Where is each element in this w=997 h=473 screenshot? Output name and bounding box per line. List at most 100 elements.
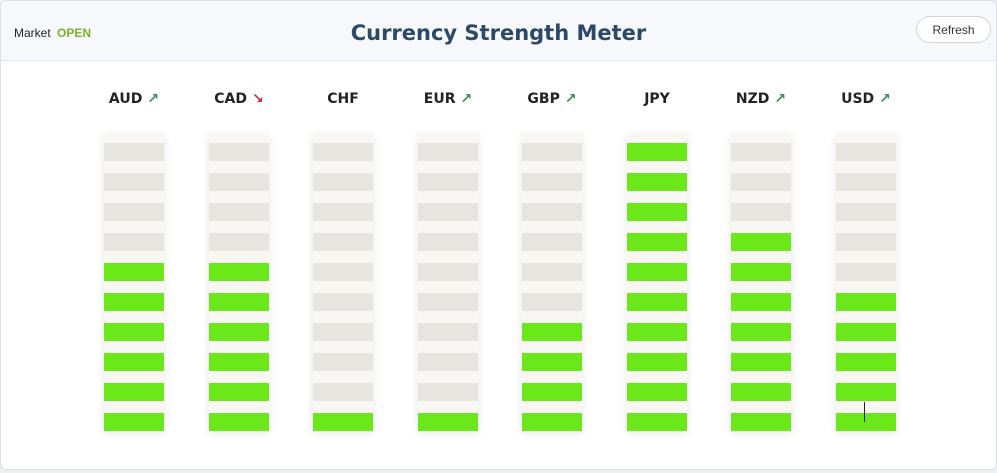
- strength-segment-active: [209, 383, 269, 401]
- strength-segment-active: [731, 413, 791, 431]
- currency-code: GBP: [527, 91, 560, 107]
- strength-segment-active: [731, 263, 791, 281]
- refresh-button[interactable]: Refresh: [916, 16, 991, 43]
- strength-bar: [313, 133, 373, 431]
- strength-segment-inactive: [836, 173, 896, 191]
- currency-code: CAD: [214, 91, 247, 107]
- strength-segment-active: [627, 293, 687, 311]
- strength-segment-inactive: [522, 203, 582, 221]
- strength-segment-active: [522, 323, 582, 341]
- strength-bar: [209, 133, 269, 431]
- strength-segment-active: [627, 233, 687, 251]
- strength-segment-active: [627, 413, 687, 431]
- strength-segment-active: [209, 353, 269, 371]
- trend-up-icon: ↗: [774, 91, 787, 107]
- strength-segment-inactive: [418, 383, 478, 401]
- strength-segment-active: [313, 413, 373, 431]
- currency-code: USD: [841, 91, 875, 107]
- strength-segment-active: [209, 263, 269, 281]
- strength-segment-inactive: [522, 143, 582, 161]
- strength-segment-inactive: [313, 173, 373, 191]
- strength-segment-active: [522, 413, 582, 431]
- strength-segment-inactive: [522, 263, 582, 281]
- strength-segment-active: [522, 383, 582, 401]
- strength-segment-active: [731, 323, 791, 341]
- strength-segment-inactive: [104, 173, 164, 191]
- strength-segment-inactive: [313, 323, 373, 341]
- strength-segment-inactive: [313, 203, 373, 221]
- trend-up-icon: ↗: [564, 91, 577, 107]
- strength-segment-active: [209, 413, 269, 431]
- strength-segment-inactive: [836, 143, 896, 161]
- strength-bar: [522, 133, 582, 431]
- strength-segment-inactive: [522, 293, 582, 311]
- strength-bar: [104, 133, 164, 431]
- strength-segment-inactive: [418, 143, 478, 161]
- strength-segment-inactive: [104, 203, 164, 221]
- strength-segment-active: [627, 353, 687, 371]
- strength-segment-inactive: [418, 173, 478, 191]
- strength-segment-active: [836, 323, 896, 341]
- trend-down-icon: ↘: [252, 91, 264, 107]
- strength-segment-inactive: [731, 143, 791, 161]
- currency-header: CHF: [293, 91, 393, 107]
- strength-segment-active: [836, 413, 896, 431]
- strength-segment-inactive: [418, 233, 478, 251]
- strength-segment-active: [627, 263, 687, 281]
- strength-segment-inactive: [313, 143, 373, 161]
- currency-header: USD ↗: [816, 91, 916, 107]
- strength-segment-inactive: [522, 233, 582, 251]
- currency-header: EUR ↗: [398, 91, 498, 107]
- strength-segment-active: [731, 383, 791, 401]
- strength-segment-active: [731, 293, 791, 311]
- strength-segment-inactive: [522, 173, 582, 191]
- strength-segment-active: [627, 143, 687, 161]
- currency-header: CAD ↘: [189, 91, 289, 107]
- strength-segment-inactive: [836, 263, 896, 281]
- strength-segment-inactive: [836, 233, 896, 251]
- strength-segment-active: [627, 323, 687, 341]
- strength-segment-active: [209, 293, 269, 311]
- strength-bar: [418, 133, 478, 431]
- strength-segment-inactive: [418, 353, 478, 371]
- strength-segment-active: [104, 383, 164, 401]
- header-bar: Market OPEN Currency Strength Meter Refr…: [1, 1, 996, 61]
- trend-up-icon: ↗: [460, 91, 473, 107]
- strength-segment-active: [522, 353, 582, 371]
- currency-code: AUD: [108, 91, 143, 107]
- strength-segment-inactive: [104, 233, 164, 251]
- strength-bar: [836, 133, 896, 431]
- currency-header: NZD ↗: [711, 91, 811, 107]
- strength-bar: [627, 133, 687, 431]
- strength-segment-active: [836, 383, 896, 401]
- strength-segment-active: [731, 233, 791, 251]
- strength-segment-inactive: [418, 293, 478, 311]
- strength-segment-active: [104, 413, 164, 431]
- strength-segment-inactive: [209, 143, 269, 161]
- trend-up-icon: ↗: [147, 91, 160, 107]
- strength-segment-inactive: [104, 143, 164, 161]
- strength-segment-inactive: [418, 323, 478, 341]
- market-label: Market: [14, 26, 51, 40]
- strength-bar: [731, 133, 791, 431]
- strength-segment-inactive: [731, 173, 791, 191]
- currency-header: AUD ↗: [84, 91, 184, 107]
- market-status-value: OPEN: [57, 26, 92, 40]
- currency-header: GBP ↗: [502, 91, 602, 107]
- strength-segment-inactive: [313, 233, 373, 251]
- currency-header: JPY: [607, 91, 707, 107]
- strength-segment-inactive: [836, 203, 896, 221]
- strength-segment-inactive: [209, 233, 269, 251]
- page-title: Currency Strength Meter: [350, 21, 647, 45]
- strength-segment-inactive: [731, 203, 791, 221]
- strength-segment-active: [627, 383, 687, 401]
- market-status: Market OPEN: [14, 26, 91, 40]
- strength-segment-active: [104, 323, 164, 341]
- strength-segment-active: [104, 293, 164, 311]
- strength-segment-active: [836, 293, 896, 311]
- currency-code: CHF: [327, 91, 359, 107]
- currency-code: JPY: [644, 91, 670, 107]
- strength-segment-active: [836, 353, 896, 371]
- strength-segment-active: [627, 173, 687, 191]
- strength-segment-active: [104, 263, 164, 281]
